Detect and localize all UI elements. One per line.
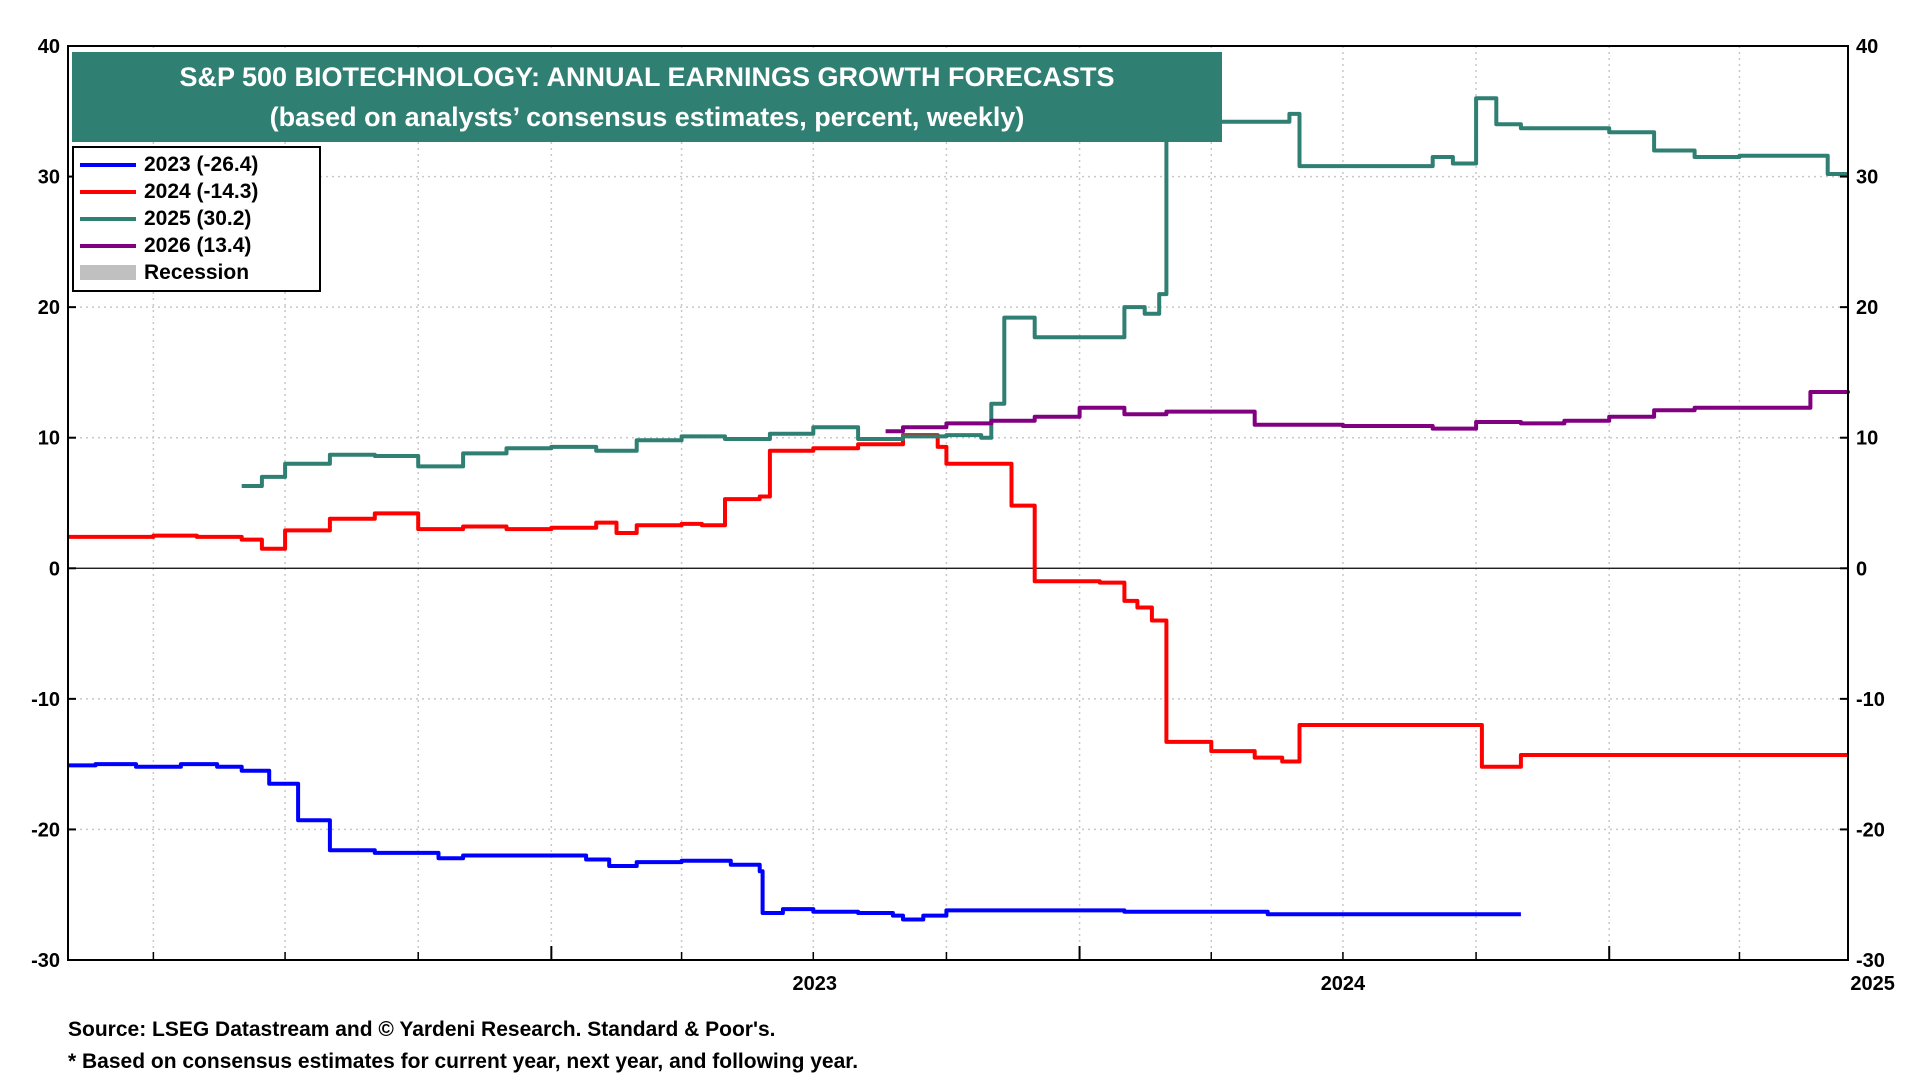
y-tick-label-left: -30 [31, 950, 60, 972]
y-axis-left-labels: 40 30 20 10 0 -10 -20 -30 [31, 36, 60, 972]
y-tick-label-right: -10 [1856, 689, 1885, 711]
y-tick-label-left: -10 [31, 689, 60, 711]
legend-item-2023: 2023 (-26.4) [80, 151, 319, 178]
y-tick-label-left: 40 [38, 36, 60, 58]
y-tick-label-left: 30 [38, 167, 60, 189]
legend-item-2025: 2025 (30.2) [80, 205, 319, 232]
chart-title: S&P 500 BIOTECHNOLOGY: ANNUAL EARNINGS G… [179, 62, 1115, 92]
legend-item-recession: Recession [80, 259, 319, 286]
legend-swatch-2025 [80, 216, 136, 221]
grid-lines [68, 46, 1848, 960]
y-tick-label-right: 0 [1856, 558, 1867, 580]
y-tick-label-left: 10 [38, 428, 60, 450]
x-axis-labels: 2023 2024 2025 [792, 973, 1894, 995]
y-tick-label-right: 40 [1856, 36, 1878, 58]
footnote: * Based on consensus estimates for curre… [68, 1050, 859, 1073]
y-tick-label-right: -20 [1856, 819, 1885, 841]
y-tick-label-left: -20 [31, 819, 60, 841]
source-note: Source: LSEG Datastream and © Yardeni Re… [68, 1018, 776, 1041]
chart-subtitle: (based on analysts’ consensus estimates,… [269, 102, 1025, 132]
legend-label-2023: 2023 (-26.4) [144, 152, 259, 176]
legend-item-2024: 2024 (-14.3) [80, 178, 319, 205]
x-tick-label: 2024 [1321, 973, 1366, 995]
legend-label-2026: 2026 (13.4) [144, 233, 252, 257]
legend-swatch-2023 [80, 162, 136, 167]
axis-ticks [68, 45, 1848, 961]
x-tick-label: 2023 [792, 973, 837, 995]
legend-swatch-recession [80, 265, 136, 280]
series-line-2023 [68, 762, 1521, 922]
y-tick-label-right: 20 [1856, 297, 1878, 319]
chart-title-box: S&P 500 BIOTECHNOLOGY: ANNUAL EARNINGS G… [72, 52, 1222, 142]
legend-item-2026: 2026 (13.4) [80, 232, 319, 259]
y-axis-right-labels: 40 30 20 10 0 -10 -20 -30 [1856, 36, 1885, 972]
y-tick-label-left: 0 [49, 558, 60, 580]
series-line-2026 [885, 390, 1850, 434]
series-line-2024 [68, 433, 1848, 769]
legend-label-2024: 2024 (-14.3) [144, 179, 259, 203]
y-tick-label-right: 10 [1856, 428, 1878, 450]
y-tick-label-right: 30 [1856, 167, 1878, 189]
legend-swatch-2026 [80, 243, 136, 248]
series-line-2025 [241, 96, 1848, 488]
series-lines [68, 96, 1850, 922]
y-tick-label-left: 20 [38, 297, 60, 319]
legend-label-recession: Recession [144, 260, 250, 284]
legend: 2023 (-26.4) 2024 (-14.3) 2025 (30.2) 20… [72, 146, 321, 292]
legend-swatch-2024 [80, 189, 136, 194]
legend-label-2025: 2025 (30.2) [144, 206, 252, 230]
x-tick-label: 2025 [1850, 973, 1895, 995]
y-tick-label-right: -30 [1856, 950, 1885, 972]
plot-frame [67, 45, 1849, 961]
